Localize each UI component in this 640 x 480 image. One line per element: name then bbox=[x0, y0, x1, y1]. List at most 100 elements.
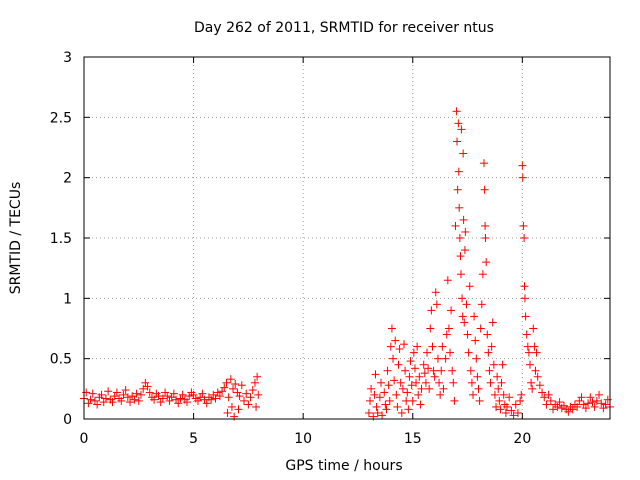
data-point bbox=[481, 234, 490, 242]
data-point bbox=[522, 330, 531, 339]
data-point bbox=[475, 396, 484, 405]
data-point bbox=[248, 386, 257, 395]
data-point bbox=[405, 372, 414, 381]
data-point bbox=[588, 398, 597, 407]
data-point bbox=[520, 282, 529, 291]
data-point bbox=[443, 276, 452, 285]
data-point bbox=[409, 348, 418, 357]
data-point bbox=[469, 390, 478, 399]
data-point bbox=[586, 393, 595, 402]
data-point bbox=[521, 312, 530, 321]
data-point bbox=[531, 366, 540, 375]
data-point bbox=[459, 149, 468, 158]
data-point bbox=[233, 388, 242, 397]
data-point bbox=[154, 392, 163, 401]
data-point bbox=[126, 398, 135, 407]
data-point bbox=[163, 392, 172, 401]
data-point bbox=[254, 390, 263, 399]
data-point bbox=[422, 348, 431, 357]
data-point bbox=[564, 407, 573, 416]
data-point bbox=[406, 357, 415, 366]
data-point bbox=[174, 399, 183, 408]
data-point bbox=[371, 370, 380, 379]
data-point bbox=[492, 402, 501, 411]
data-point bbox=[467, 378, 476, 387]
data-point bbox=[218, 387, 227, 396]
data-point bbox=[383, 366, 392, 375]
data-point bbox=[497, 378, 506, 387]
data-point bbox=[447, 306, 456, 315]
data-point bbox=[446, 348, 455, 357]
chart-title: Day 262 of 2011, SRMTID for receiver ntu… bbox=[194, 20, 494, 36]
data-point bbox=[430, 372, 439, 381]
data-point bbox=[518, 161, 527, 170]
data-point bbox=[528, 384, 537, 393]
data-point bbox=[553, 402, 562, 411]
data-point bbox=[123, 393, 132, 402]
data-point bbox=[136, 390, 145, 399]
data-point bbox=[511, 400, 520, 409]
data-point bbox=[449, 378, 458, 387]
data-point bbox=[104, 387, 113, 396]
data-point bbox=[474, 384, 483, 393]
y-axis-label: SRMTID / TECUs bbox=[8, 182, 24, 295]
data-point bbox=[220, 383, 229, 392]
data-point bbox=[590, 402, 599, 411]
data-point bbox=[207, 395, 216, 404]
data-point bbox=[130, 395, 139, 404]
data-point bbox=[88, 389, 97, 398]
data-point bbox=[509, 411, 518, 420]
y-tick-label: 0.5 bbox=[50, 352, 72, 368]
y-tick-label: 3 bbox=[63, 50, 72, 66]
data-point bbox=[454, 167, 463, 176]
data-point bbox=[385, 396, 394, 405]
data-point bbox=[252, 402, 261, 411]
data-point bbox=[424, 364, 433, 373]
data-point bbox=[524, 348, 533, 357]
data-point bbox=[145, 388, 154, 397]
data-point bbox=[603, 395, 612, 404]
data-point bbox=[542, 400, 551, 409]
data-point bbox=[373, 408, 382, 417]
data-point bbox=[427, 306, 436, 315]
data-point bbox=[453, 137, 462, 146]
data-point bbox=[479, 159, 488, 168]
data-point bbox=[540, 393, 549, 402]
data-point bbox=[414, 390, 423, 399]
x-tick-label: 0 bbox=[80, 431, 89, 447]
x-tick-label: 5 bbox=[189, 431, 198, 447]
data-point bbox=[376, 378, 385, 387]
data-point bbox=[463, 330, 472, 339]
data-point bbox=[466, 366, 475, 375]
data-point bbox=[453, 185, 462, 194]
y-tick-label: 0 bbox=[63, 412, 72, 428]
y-tick-label: 1 bbox=[63, 291, 72, 307]
data-point bbox=[239, 396, 248, 405]
data-point bbox=[158, 394, 167, 403]
data-point bbox=[404, 405, 413, 414]
data-point bbox=[513, 408, 522, 417]
data-point bbox=[407, 381, 416, 390]
x-tick-label: 20 bbox=[513, 431, 531, 447]
data-point bbox=[476, 324, 485, 333]
data-point bbox=[419, 360, 428, 369]
data-point bbox=[246, 393, 255, 402]
data-point bbox=[375, 393, 384, 402]
data-point bbox=[489, 360, 498, 369]
data-point bbox=[398, 384, 407, 393]
data-point bbox=[568, 405, 577, 414]
data-point bbox=[450, 396, 459, 405]
data-point bbox=[481, 221, 490, 230]
data-point bbox=[527, 378, 536, 387]
data-point bbox=[176, 394, 185, 403]
data-point bbox=[457, 125, 466, 134]
data-point bbox=[529, 324, 538, 333]
data-point bbox=[426, 324, 435, 333]
data-point bbox=[161, 388, 170, 397]
data-point bbox=[530, 342, 539, 351]
data-point bbox=[460, 246, 469, 255]
data-point bbox=[456, 252, 465, 261]
data-point bbox=[490, 390, 499, 399]
data-point bbox=[482, 258, 491, 267]
data-point bbox=[507, 406, 516, 415]
